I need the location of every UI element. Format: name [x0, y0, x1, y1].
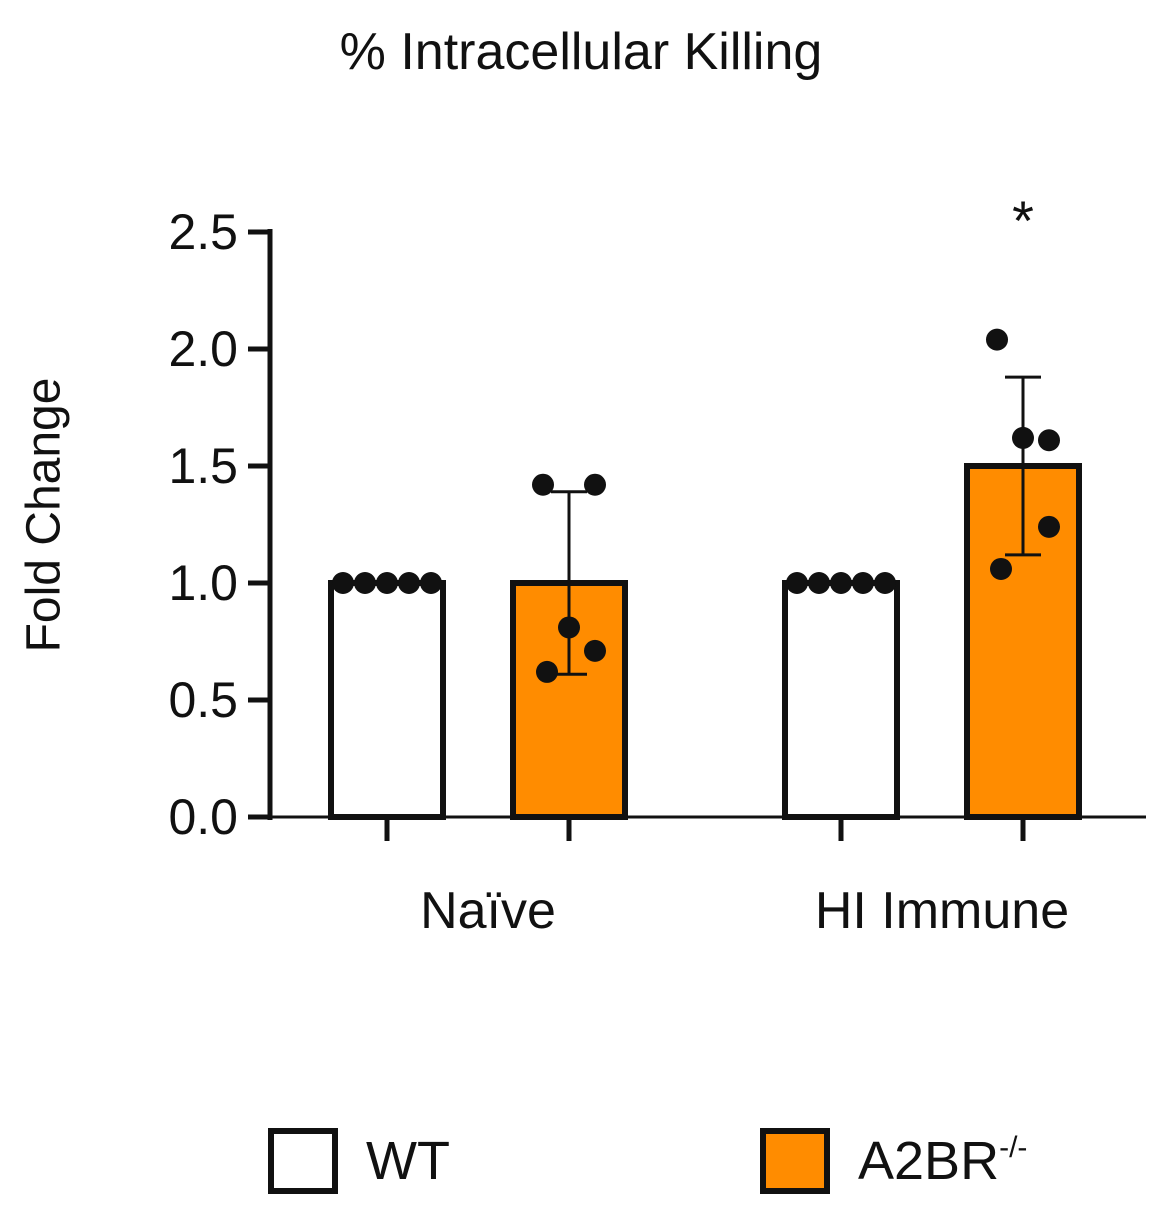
y-tick-label: 1.0	[168, 555, 238, 611]
data-point	[1012, 426, 1034, 449]
data-point	[376, 572, 398, 594]
legend-swatch-wt	[268, 1128, 338, 1194]
data-point	[584, 473, 606, 496]
y-tick-label: 2.0	[168, 321, 238, 377]
data-point	[1038, 515, 1060, 538]
significance-marker: *	[1012, 189, 1034, 252]
chart-title: % Intracellular Killing	[339, 23, 823, 81]
data-point	[332, 572, 354, 594]
bar	[782, 580, 900, 820]
bar	[328, 580, 446, 820]
x-category-label: Naïve	[420, 882, 556, 940]
data-point	[558, 616, 580, 639]
bars	[328, 463, 1082, 820]
data-point	[786, 572, 808, 594]
data-point	[852, 572, 874, 594]
data-point	[354, 572, 376, 594]
y-tick-label: 2.5	[168, 204, 238, 260]
legend-label-a2br: A2BR-/-	[858, 1131, 1028, 1191]
data-point	[536, 660, 558, 683]
legend-swatch-a2br	[760, 1128, 830, 1194]
data-point	[986, 328, 1008, 351]
legend-label-wt: WT	[366, 1131, 450, 1191]
data-point	[398, 572, 420, 594]
data-point	[808, 572, 830, 594]
data-point	[990, 557, 1012, 580]
y-tick-label: 0.0	[168, 789, 238, 845]
y-tick-label: 1.5	[168, 438, 238, 494]
data-point	[1038, 429, 1060, 452]
data-points	[332, 328, 1060, 683]
legend-item-wt: WT	[268, 1124, 450, 1198]
data-point	[874, 572, 896, 594]
data-point	[584, 639, 606, 662]
legend-item-a2br: A2BR-/-	[760, 1124, 1027, 1198]
x-category-label: HI Immune	[815, 882, 1069, 940]
data-point	[420, 572, 442, 594]
data-point	[830, 572, 852, 594]
error-bars	[551, 375, 1041, 676]
tick-labels: 0.0 0.5 1.0 1.5 2.0 2.5 Naïve HI Immune *	[168, 189, 1069, 940]
y-tick-label: 0.5	[168, 672, 238, 728]
data-point	[532, 473, 554, 496]
